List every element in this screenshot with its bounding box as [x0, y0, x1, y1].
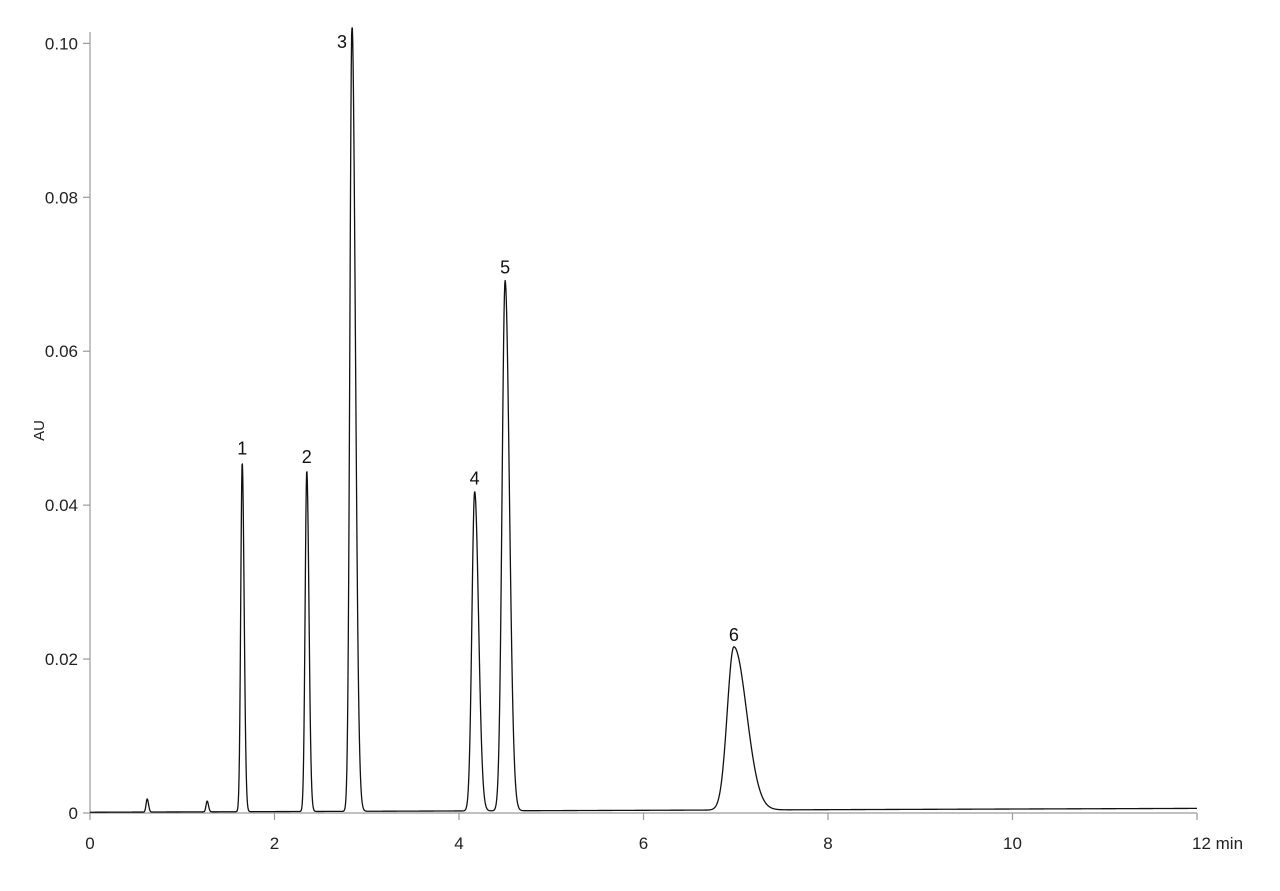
x-tick-label: 4	[454, 834, 463, 853]
y-ticks: 0 0.02 0.04 0.06 0.08 0.10	[45, 34, 90, 823]
chromatogram-trace	[89, 27, 1198, 813]
peak-label: 4	[470, 469, 480, 489]
y-tick-label: 0.04	[45, 496, 78, 515]
x-tick-label: 2	[270, 834, 279, 853]
y-tick-label: 0.10	[45, 34, 78, 53]
peak-label: 3	[337, 32, 347, 52]
peak-label: 5	[500, 258, 510, 278]
peak-label: 2	[302, 447, 312, 467]
peak-label: 1	[237, 439, 247, 459]
peak-labels: 1 2 3 4 5 6	[237, 32, 739, 645]
y-tick-label: 0	[69, 804, 78, 823]
y-tick-label: 0.06	[45, 342, 78, 361]
x-tick-label: 12 min	[1192, 834, 1243, 853]
y-tick-label: 0.08	[45, 188, 78, 207]
x-tick-label: 0	[85, 834, 94, 853]
y-axis-title: AU	[31, 420, 48, 441]
x-ticks: 0 2 4 6 8 10 12 min	[85, 813, 1243, 853]
x-tick-label: 8	[823, 834, 832, 853]
x-tick-label: 6	[639, 834, 648, 853]
peak-label: 6	[729, 625, 739, 645]
y-tick-label: 0.02	[45, 650, 78, 669]
x-tick-label: 10	[1003, 834, 1022, 853]
